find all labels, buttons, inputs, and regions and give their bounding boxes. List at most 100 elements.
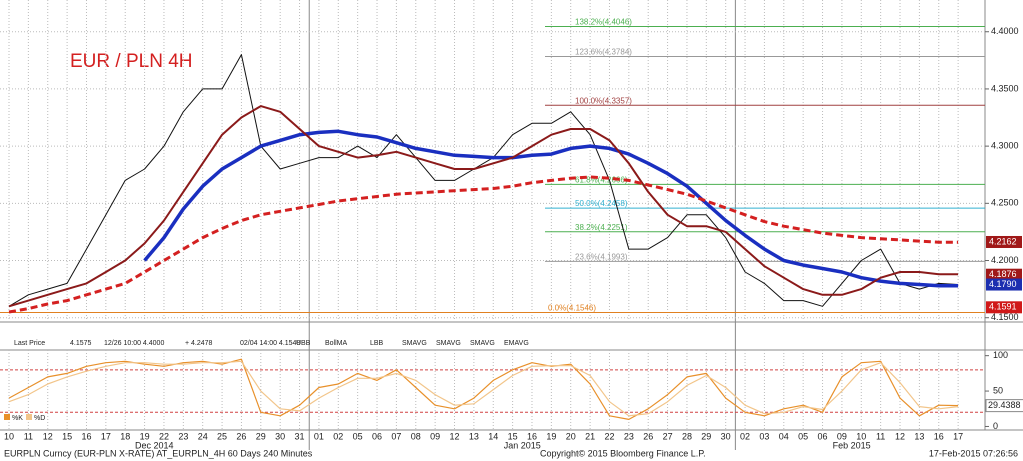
x-tick-label: 20 bbox=[566, 431, 576, 441]
x-tick-label: 16 bbox=[527, 431, 537, 441]
x-tick-label: 23 bbox=[178, 431, 188, 441]
fib-label: 123.6%(4.3784) bbox=[575, 48, 632, 57]
x-tick-label: 06 bbox=[818, 431, 828, 441]
legend-label: 4.1575 bbox=[70, 340, 92, 347]
y-tick-label: 4.3500 bbox=[991, 83, 1019, 93]
x-tick-label: 04 bbox=[779, 431, 789, 441]
month-label: Feb 2015 bbox=[833, 440, 871, 450]
x-tick-label: 28 bbox=[682, 431, 692, 441]
series-line bbox=[8, 360, 959, 417]
legend-label: SMAVG bbox=[470, 340, 495, 347]
price-tag bbox=[986, 268, 1022, 281]
legend-swatch bbox=[26, 414, 32, 420]
x-tick-label: 19 bbox=[546, 431, 556, 441]
x-tick-label: 02 bbox=[740, 431, 750, 441]
legend-label: UBB bbox=[296, 340, 311, 347]
month-label: Jan 2015 bbox=[504, 440, 541, 450]
x-tick-label: 10 bbox=[856, 431, 866, 441]
y-tick-label: 4.3000 bbox=[991, 141, 1019, 151]
x-tick-label: 07 bbox=[391, 431, 401, 441]
series-line bbox=[143, 129, 959, 288]
legend-label: 02/04 14:00 4.1548 bbox=[240, 340, 300, 347]
y-tick-label: 100 bbox=[993, 350, 1008, 360]
x-tick-label: 14 bbox=[488, 431, 498, 441]
x-tick-label: 19 bbox=[140, 431, 150, 441]
x-tick-label: 08 bbox=[411, 431, 421, 441]
y-tick-label: 4.2000 bbox=[991, 255, 1019, 265]
y-tick-label: 50 bbox=[993, 385, 1003, 395]
x-tick-label: 23 bbox=[624, 431, 634, 441]
legend-label: %K bbox=[12, 415, 23, 422]
footer-text: EURPLN Curncy (EUR-PLN X-RATE) AT_EURPLN… bbox=[4, 448, 313, 458]
x-tick-label: 15 bbox=[508, 431, 518, 441]
month-label: Dec 2014 bbox=[135, 440, 174, 450]
x-tick-label: 03 bbox=[759, 431, 769, 441]
x-tick-label: 12 bbox=[43, 431, 53, 441]
x-tick-label: 22 bbox=[604, 431, 614, 441]
y-tick-label: 4.4000 bbox=[991, 26, 1019, 36]
x-tick-label: 27 bbox=[663, 431, 673, 441]
x-tick-label: 25 bbox=[217, 431, 227, 441]
price-tag-label: 4.1790 bbox=[989, 279, 1017, 289]
legend-label: + 4.2478 bbox=[185, 340, 213, 347]
fib-label: 61.8%(4.2666) bbox=[575, 175, 628, 184]
x-tick-label: 26 bbox=[643, 431, 653, 441]
x-tick-label: 15 bbox=[62, 431, 72, 441]
x-tick-label: 05 bbox=[353, 431, 363, 441]
value-tag bbox=[985, 399, 1023, 413]
x-tick-label: 11 bbox=[24, 431, 33, 441]
price-tag-label: 4.2162 bbox=[989, 236, 1017, 246]
x-tick-label: 31 bbox=[295, 431, 305, 441]
y-tick-label: 4.2500 bbox=[991, 198, 1019, 208]
price-tag bbox=[986, 278, 1022, 291]
x-tick-label: 18 bbox=[120, 431, 130, 441]
x-tick-label: 16 bbox=[81, 431, 91, 441]
legend-label: SMAVG bbox=[436, 340, 461, 347]
x-tick-label: 11 bbox=[876, 431, 885, 441]
x-tick-label: 30 bbox=[721, 431, 731, 441]
x-tick-label: 24 bbox=[198, 431, 208, 441]
x-tick-label: 26 bbox=[236, 431, 246, 441]
footer-text: Copyright© 2015 Bloomberg Finance L.P. bbox=[540, 448, 706, 458]
legend-label: LBB bbox=[370, 340, 384, 347]
fib-label: 23.6%(4.1993) bbox=[575, 252, 628, 261]
legend-swatch bbox=[4, 414, 10, 420]
x-tick-label: 09 bbox=[837, 431, 847, 441]
legend-label: BollMA bbox=[325, 340, 348, 347]
x-tick-label: 05 bbox=[798, 431, 808, 441]
series-line bbox=[8, 54, 959, 307]
x-tick-label: 29 bbox=[701, 431, 711, 441]
x-tick-label: 12 bbox=[450, 431, 460, 441]
price-tag bbox=[986, 301, 1022, 314]
x-tick-label: 22 bbox=[159, 431, 169, 441]
legend-label: %D bbox=[34, 415, 45, 422]
x-tick-label: 13 bbox=[914, 431, 924, 441]
fib-label: 38.2%(4.2251) bbox=[575, 223, 628, 232]
price-tag bbox=[986, 235, 1022, 248]
x-tick-label: 29 bbox=[256, 431, 266, 441]
legend-label: 12/26 10:00 4.4000 bbox=[104, 340, 164, 347]
footer-text: 17-Feb-2015 07:26:56 bbox=[929, 448, 1018, 458]
x-tick-label: 01 bbox=[314, 431, 324, 441]
y-tick-label: 4.1500 bbox=[991, 312, 1019, 322]
x-tick-label: 17 bbox=[953, 431, 963, 441]
value-tag-label: 29.4388 bbox=[988, 400, 1021, 410]
x-tick-label: 10 bbox=[4, 431, 14, 441]
x-tick-label: 17 bbox=[101, 431, 111, 441]
x-tick-label: 02 bbox=[333, 431, 343, 441]
x-tick-label: 21 bbox=[585, 431, 595, 441]
fib-label: 0.0%(4.1546) bbox=[548, 304, 596, 313]
chart-title: EUR / PLN 4H bbox=[70, 51, 192, 72]
legend-label: Last Price bbox=[14, 340, 45, 347]
x-tick-label: 16 bbox=[934, 431, 944, 441]
y-tick-label: 0 bbox=[993, 421, 998, 431]
price-tag-label: 4.1591 bbox=[989, 302, 1017, 312]
x-tick-label: 30 bbox=[275, 431, 285, 441]
fib-label: 138.2%(4.4046) bbox=[575, 18, 632, 27]
x-tick-label: 12 bbox=[895, 431, 905, 441]
x-tick-label: 13 bbox=[469, 431, 479, 441]
price-tag-label: 4.1876 bbox=[989, 269, 1017, 279]
legend-label: SMAVG bbox=[402, 340, 427, 347]
x-tick-label: 09 bbox=[430, 431, 440, 441]
